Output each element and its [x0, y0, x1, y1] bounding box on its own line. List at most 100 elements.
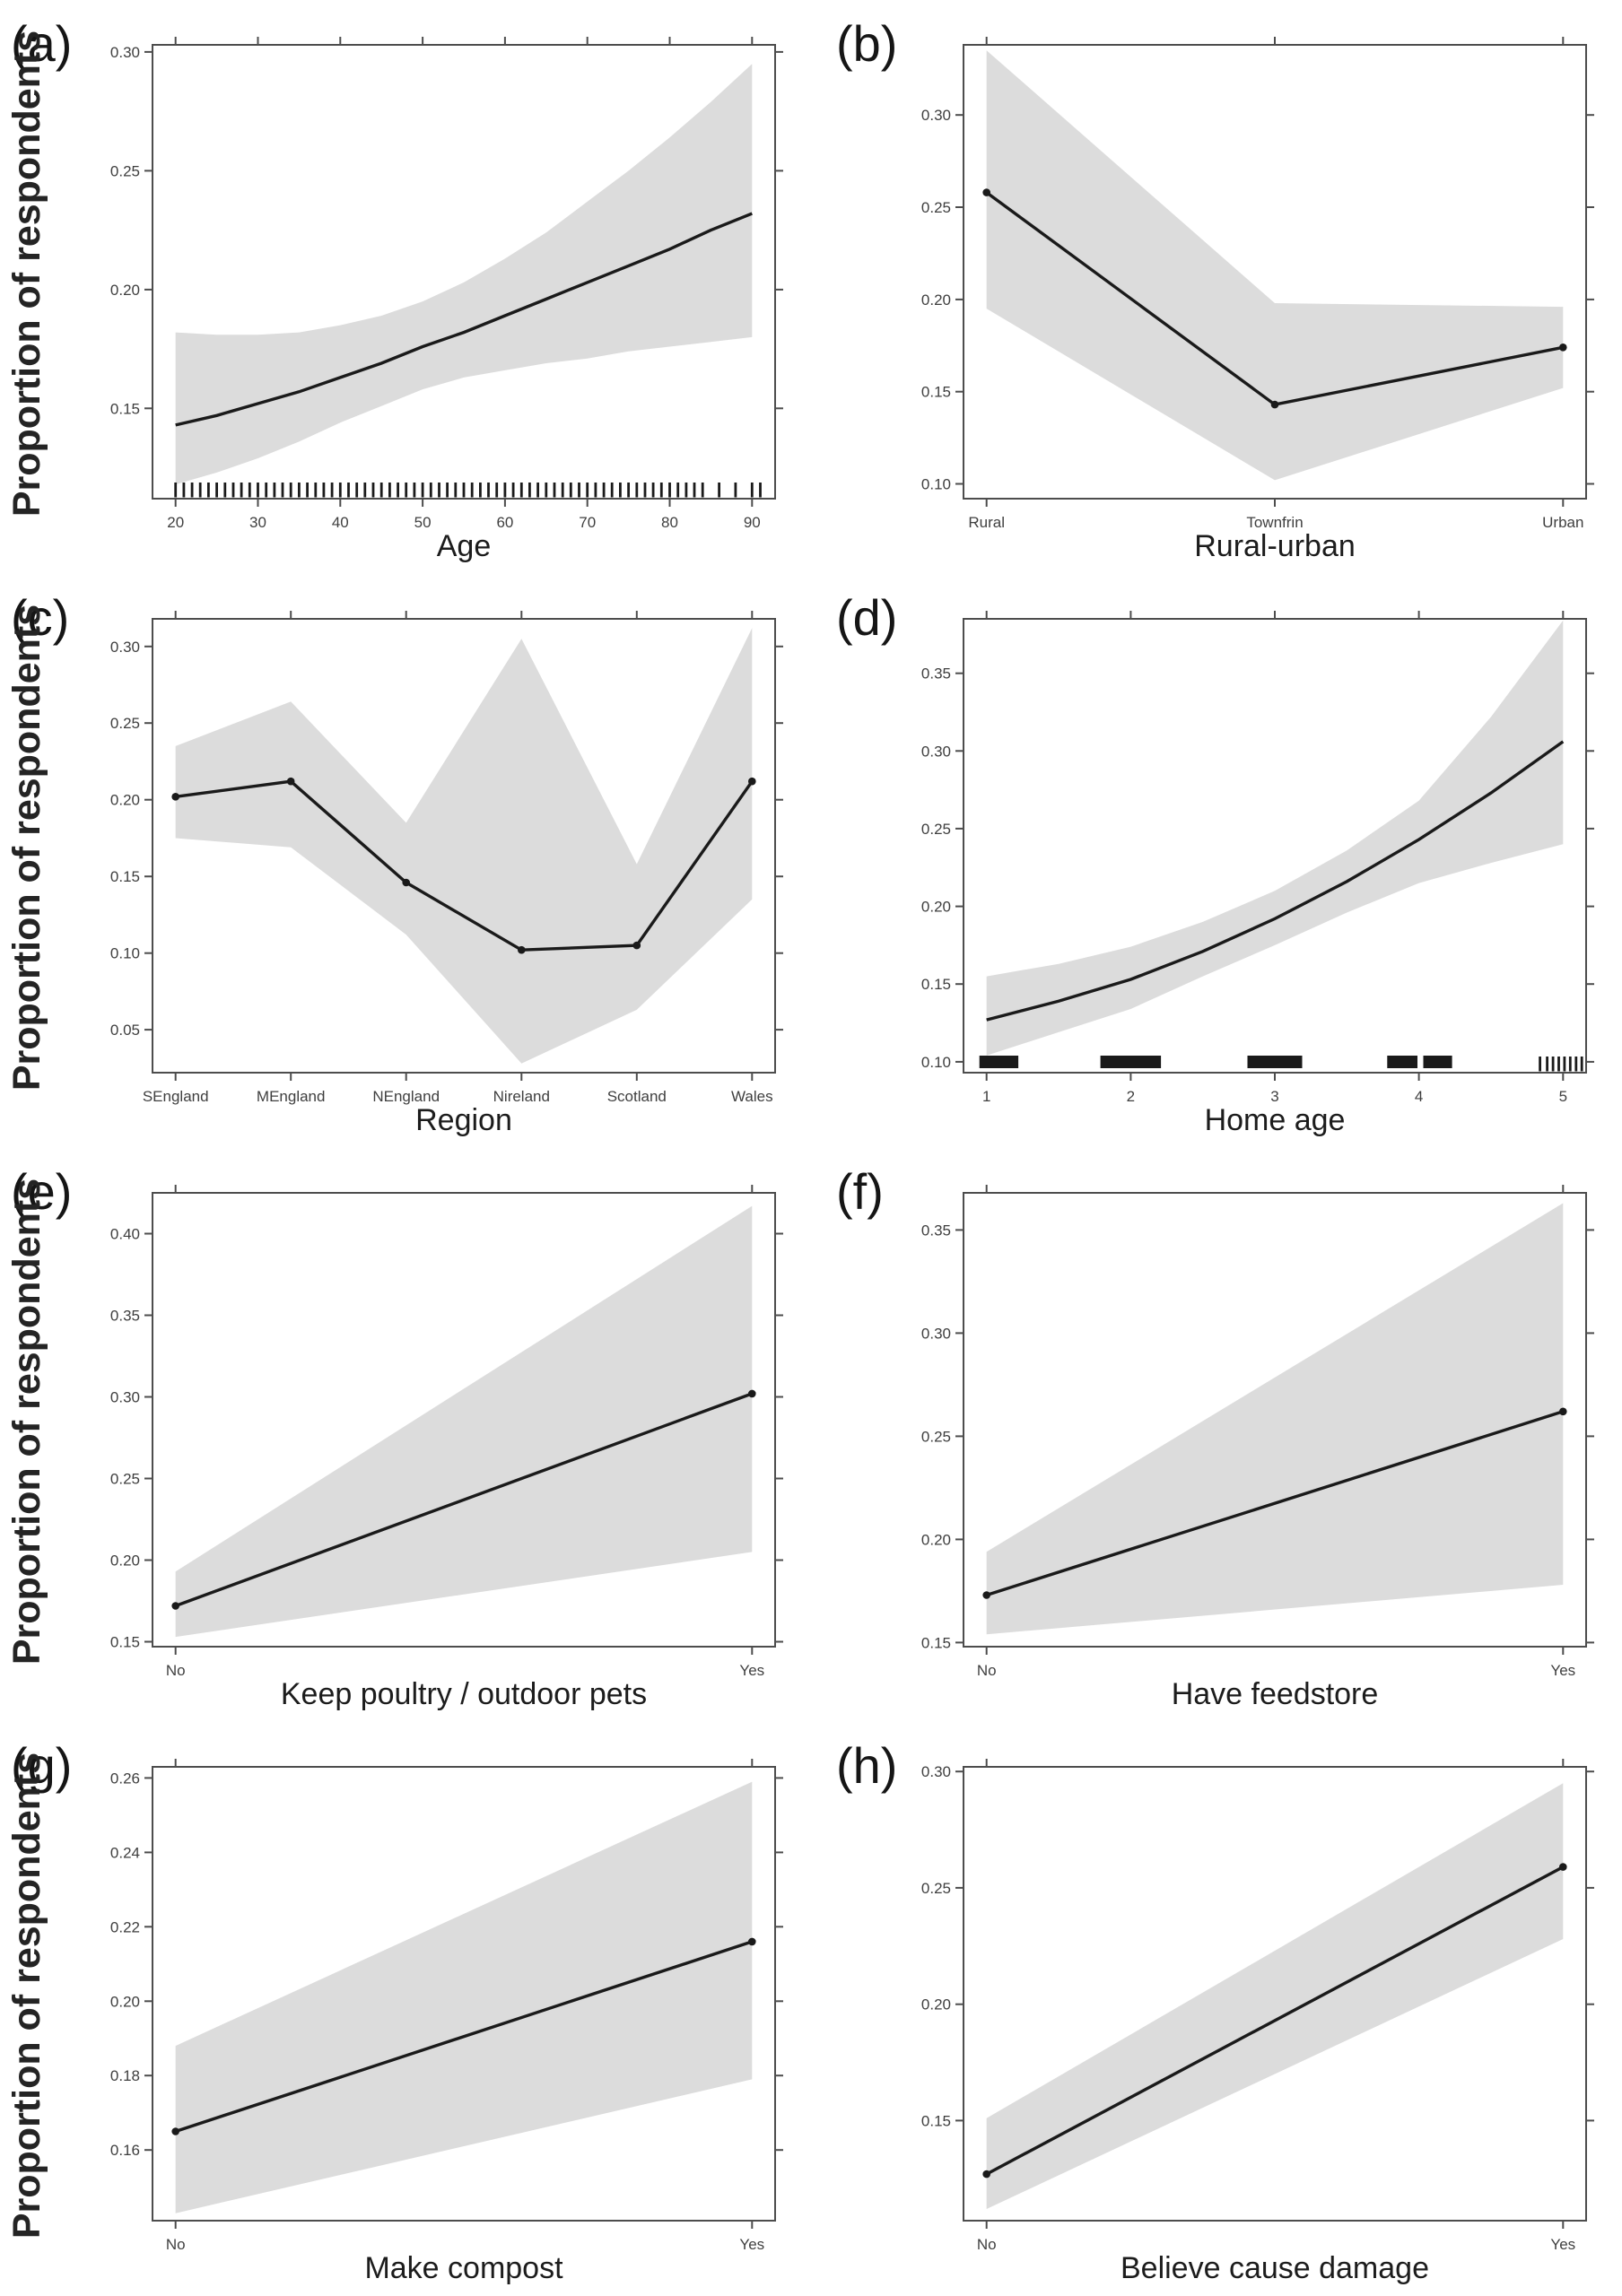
panel-label: (e) — [11, 1163, 72, 1220]
x-tick-label: No — [977, 2236, 997, 2253]
y-tick-label: 0.25 — [110, 1471, 140, 1488]
y-tick-label: 0.20 — [921, 291, 951, 309]
panel-d: 1 2 3 4 5 0.10 0.15 0.20 0.25 0.30 0.35 (d) Home a… — [811, 574, 1622, 1148]
y-tick-label: 0.15 — [921, 2112, 951, 2129]
panel-h-plot: No Yes 0.15 0.20 0.25 0.30 (h) Believe cause … — [836, 1737, 1594, 2285]
x-axis-title: Believe cause damage — [1121, 2251, 1429, 2285]
y-tick-label: 0.30 — [110, 1389, 140, 1406]
chart-layer: 20 30 40 50 60 70 80 90 0.15 0.20 0.25 0.30 — [110, 37, 783, 531]
panel-c: SEngland MEngland NEngland Nireland Scotland… — [0, 574, 811, 1148]
x-tick-label: No — [977, 1662, 997, 1679]
panel-b: Rural Townfrin Urban 0.10 0.15 0.20 0.25 0.30 (… — [811, 0, 1622, 574]
x-tick-label: Wales — [731, 1088, 773, 1105]
panel-label: (c) — [11, 589, 69, 646]
data-point — [171, 1602, 179, 1610]
panel-label: (f) — [836, 1163, 884, 1220]
data-point — [1559, 344, 1567, 352]
y-tick-label: 0.10 — [921, 1054, 951, 1071]
y-tick-label: 0.16 — [110, 2142, 140, 2159]
panel-a: 20 30 40 50 60 70 80 90 0.15 0.20 0.25 0.30 (a) Pro… — [0, 0, 811, 574]
data-point — [982, 1591, 990, 1599]
confidence-band — [986, 620, 1564, 1056]
chart-layer: No Yes 0.16 0.18 0.20 0.22 0.24 0.26 — [110, 1759, 783, 2253]
x-axis-title: Rural-urban — [1194, 529, 1356, 563]
y-tick-label: 0.22 — [110, 1918, 140, 1935]
panel-label: (b) — [836, 15, 897, 72]
data-point — [1270, 400, 1279, 409]
data-point — [1559, 1863, 1567, 1871]
x-tick-label: 5 — [1559, 1088, 1567, 1105]
x-tick-label: NEngland — [372, 1088, 440, 1105]
y-axis-title: Proportion of respondents — [5, 604, 48, 1091]
rug-block — [1387, 1056, 1417, 1068]
y-tick-label: 0.20 — [110, 1993, 140, 2010]
panel-label: (g) — [11, 1737, 72, 1794]
fit-line — [175, 212, 753, 427]
panel-label: (h) — [836, 1737, 897, 1794]
y-tick-label: 0.30 — [110, 44, 140, 61]
x-tick-label: 90 — [744, 514, 761, 531]
x-tick-label: 4 — [1415, 1088, 1423, 1105]
y-tick-label: 0.20 — [921, 1531, 951, 1548]
x-tick-label: SEngland — [143, 1088, 209, 1105]
chart-layer: SEngland MEngland NEngland Nireland Scotland… — [110, 611, 783, 1105]
rug-block — [1100, 1056, 1162, 1068]
confidence-band — [175, 628, 753, 1064]
y-tick-label: 0.25 — [110, 162, 140, 179]
confidence-band — [986, 50, 1564, 481]
x-tick-label: 50 — [414, 514, 432, 531]
confidence-band — [175, 1781, 753, 2213]
confidence-band — [175, 64, 753, 485]
y-tick-label: 0.10 — [110, 945, 140, 962]
fit-line — [175, 1940, 753, 2134]
y-axis-title: Proportion of respondents — [5, 30, 48, 517]
y-tick-label: 0.35 — [921, 665, 951, 683]
y-axis-title: Proportion of respondents — [5, 1178, 48, 1665]
data-point — [171, 793, 179, 801]
x-tick-label: 20 — [167, 514, 184, 531]
x-axis-title: Home age — [1205, 1103, 1346, 1137]
y-tick-label: 0.25 — [921, 821, 951, 838]
x-tick-label: 2 — [1127, 1088, 1135, 1105]
data-point — [748, 1937, 756, 1946]
confidence-band — [986, 1783, 1564, 2209]
y-tick-label: 0.30 — [921, 1763, 951, 1780]
y-tick-label: 0.15 — [110, 400, 140, 417]
x-axis-title: Region — [415, 1103, 512, 1137]
y-tick-label: 0.30 — [110, 639, 140, 656]
x-tick-label: 40 — [332, 514, 349, 531]
panel-d-plot: 1 2 3 4 5 0.10 0.15 0.20 0.25 0.30 0.35 (d) Home a… — [836, 589, 1594, 1137]
y-tick-label: 0.30 — [921, 743, 951, 760]
y-tick-label: 0.15 — [110, 868, 140, 885]
panel-g-plot: No Yes 0.16 0.18 0.20 0.22 0.24 0.26 (g) Propor… — [5, 1737, 783, 2285]
x-axis-title: Make compost — [364, 2251, 563, 2285]
x-axis-title: Have feedstore — [1172, 1677, 1379, 1711]
y-tick-label: 0.35 — [110, 1308, 140, 1325]
panel-label: (a) — [11, 15, 72, 72]
data-point — [171, 2127, 179, 2135]
rug-block — [979, 1056, 1019, 1068]
x-tick-label: Nireland — [493, 1088, 550, 1105]
y-tick-label: 0.10 — [921, 476, 951, 493]
plot-border — [963, 1192, 1587, 1648]
fit-line — [986, 1410, 1564, 1597]
x-tick-label: Yes — [739, 1662, 764, 1679]
data-point — [518, 945, 526, 954]
y-tick-label: 0.20 — [921, 1996, 951, 2013]
y-tick-label: 0.30 — [921, 107, 951, 124]
data-point — [402, 878, 411, 887]
panel-f: No Yes 0.15 0.20 0.25 0.30 0.35 (f) Have feeds… — [811, 1148, 1622, 1722]
x-tick-label: 30 — [249, 514, 266, 531]
y-tick-label: 0.24 — [110, 1844, 140, 1861]
y-tick-label: 0.26 — [110, 1770, 140, 1787]
x-tick-label: 60 — [496, 514, 513, 531]
data-point — [982, 188, 990, 196]
x-tick-label: No — [166, 1662, 186, 1679]
x-tick-label: Rural — [968, 514, 1005, 531]
x-axis-title: Keep poultry / outdoor pets — [281, 1677, 647, 1711]
x-tick-label: 1 — [982, 1088, 990, 1105]
x-tick-label: Yes — [739, 2236, 764, 2253]
y-tick-label: 0.15 — [921, 976, 951, 993]
plot-border — [152, 618, 776, 1074]
